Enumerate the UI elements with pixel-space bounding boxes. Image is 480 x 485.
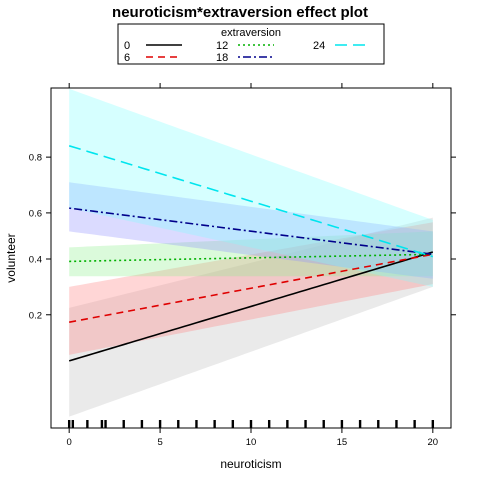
legend-label-0: 0 — [124, 40, 130, 52]
y-tick-label: 0.8 — [29, 153, 42, 164]
x-tick-label: 20 — [428, 437, 439, 448]
y-tick-label: 0.6 — [29, 208, 42, 219]
series-line-extraversion-0 — [68, 251, 434, 362]
legend-item-24: 24 — [313, 40, 371, 52]
series-line-extraversion-18 — [69, 207, 433, 256]
series-line-extraversion-6 — [69, 253, 433, 323]
y-tick-label: 0.4 — [29, 255, 42, 266]
x-tick-label: 5 — [157, 437, 162, 448]
legend-label-18: 18 — [216, 52, 228, 64]
x-axis-label: neuroticism — [220, 457, 281, 471]
x-tick-label: 10 — [246, 437, 257, 448]
confidence-bands — [69, 88, 433, 417]
legend-item-0: 0 — [124, 40, 182, 52]
x-tick-label: 15 — [337, 437, 348, 448]
y-tick-label: 0.2 — [29, 310, 42, 321]
confidence-band-extraversion-0 — [69, 217, 433, 417]
legend-label-24: 24 — [313, 40, 325, 52]
series-line-extraversion-24 — [68, 145, 434, 258]
x-tick-label: 0 — [67, 437, 72, 448]
legend-label-6: 6 — [124, 52, 130, 64]
series-lines — [68, 145, 434, 362]
legend-title: extraversion — [221, 27, 281, 39]
y-axis-label: volunteer — [4, 233, 18, 282]
legend-label-12: 12 — [216, 40, 228, 52]
confidence-band-extraversion-12 — [69, 231, 433, 277]
chart-title: neuroticism*extraversion effect plot — [112, 4, 368, 21]
axes: 0 5 10 15 20 0.2 0.4 0.6 0.8 — [29, 83, 456, 448]
legend-item-6: 6 — [124, 52, 182, 64]
confidence-band-extraversion-24 — [69, 88, 433, 287]
rug-marks — [67, 420, 435, 428]
legend-item-18: 18 — [216, 52, 274, 64]
legend-item-12: 12 — [216, 40, 274, 52]
series-line-extraversion-12 — [69, 253, 433, 263]
